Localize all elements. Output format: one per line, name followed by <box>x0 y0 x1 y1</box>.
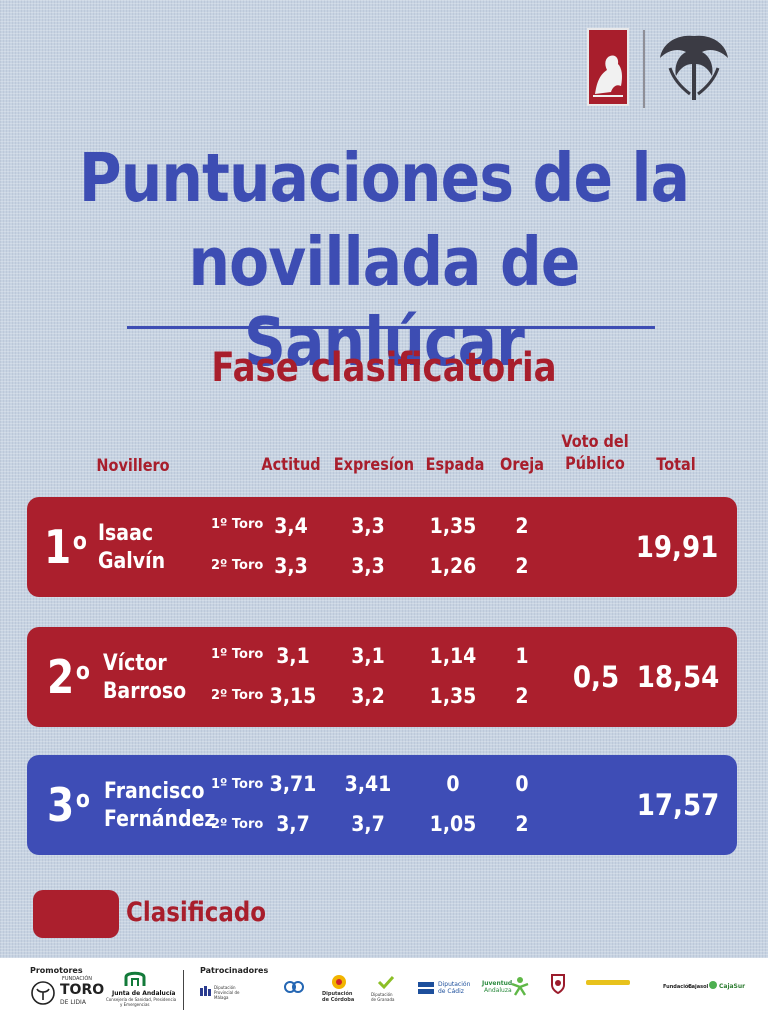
oreja-value: 2 <box>515 812 529 836</box>
voto-value: 0,5 <box>572 660 620 694</box>
position: 3o <box>47 778 90 832</box>
actitud-value: 3,1 <box>276 644 310 668</box>
last-name: Galvín <box>98 549 166 574</box>
toro-2-label: 2º Toro <box>211 688 264 703</box>
header-total: Total <box>656 455 696 475</box>
header-espada: Espada <box>425 455 485 475</box>
expresion-value: 3,2 <box>351 684 385 708</box>
actitud-value: 3,15 <box>269 684 317 708</box>
first-name: Francisco <box>104 779 205 804</box>
winged-bull-logo <box>656 28 732 108</box>
oreja-value: 2 <box>515 514 529 538</box>
position: 1o <box>44 520 87 574</box>
legend-label: Clasificado <box>126 897 267 928</box>
expresion-value: 3,1 <box>351 644 385 668</box>
legend-swatch <box>33 890 119 938</box>
last-name: Barroso <box>103 679 187 704</box>
espada-value: 1,14 <box>429 644 477 668</box>
promotores-label: Promotores <box>30 966 83 975</box>
espada-value: 1,26 <box>429 554 477 578</box>
cajasur-leaf-icon <box>709 981 717 989</box>
bullfighter-icon <box>593 55 623 97</box>
toro-2-label: 2º Toro <box>211 817 264 832</box>
header-oreja: Oreja <box>500 455 544 475</box>
page-subtitle: Fase clasificatoria <box>211 345 557 391</box>
position: 2o <box>47 650 90 704</box>
oreja-value: 2 <box>515 554 529 578</box>
toro-1-label: 1º Toro <box>211 647 264 662</box>
cadiz-mark-icon <box>418 982 434 994</box>
header-actitud: Actitud <box>261 455 321 475</box>
bullring-logo <box>587 28 629 106</box>
header-expresion: Expresíon <box>333 455 414 475</box>
first-name: Víctor <box>103 651 167 676</box>
oreja-value: 2 <box>515 684 529 708</box>
sponsor-footer: Promotores Patrocinadores FUNDACIÓN TORO… <box>0 958 768 1024</box>
bull-circle-icon <box>31 981 55 1005</box>
crest-icon <box>551 974 565 995</box>
actitud-value: 3,4 <box>274 514 308 538</box>
cordoba-mark-icon <box>332 975 346 989</box>
first-name: Isaac <box>98 521 154 546</box>
table-row: 3o Francisco Fernández 1º Toro 2º Toro 3… <box>27 755 737 855</box>
page-title-line-1: Puntuaciones de la <box>78 139 690 217</box>
actitud-value: 3,71 <box>269 772 317 796</box>
espada-value: 1,35 <box>429 684 477 708</box>
fundacion-wordmark-icon <box>586 980 630 985</box>
header-voto-line1: Voto del <box>561 432 629 452</box>
logo-separator <box>643 30 645 108</box>
expresion-value: 3,3 <box>351 514 385 538</box>
toro-1-label: 1º Toro <box>211 777 264 792</box>
toro-1-label: 1º Toro <box>211 517 264 532</box>
header-voto-line2: Público <box>565 454 625 474</box>
title-divider <box>127 326 655 329</box>
table-row: 1o Isaac Galvín 1º Toro 2º Toro 3,4 3,3 … <box>27 497 737 597</box>
last-name: Fernández <box>104 807 216 832</box>
expresion-value: 3,7 <box>351 812 385 836</box>
oreja-value: 1 <box>515 644 529 668</box>
total-value: 18,54 <box>636 660 720 694</box>
toro-2-label: 2º Toro <box>211 558 264 573</box>
winged-bull-icon <box>660 35 728 101</box>
actitud-value: 3,3 <box>274 554 308 578</box>
granada-mark-icon <box>377 975 395 990</box>
expresion-value: 3,41 <box>344 772 392 796</box>
malaga-mark-icon <box>200 986 211 996</box>
total-value: 17,57 <box>636 788 720 822</box>
expresion-value: 3,3 <box>351 554 385 578</box>
junta-arch-icon <box>124 971 146 986</box>
patrocinadores-label: Patrocinadores <box>200 966 269 975</box>
oreja-value: 0 <box>515 772 529 796</box>
page-title-line-2: novillada de Sanlúcar <box>188 223 580 381</box>
espada-value: 1,05 <box>429 812 477 836</box>
seal-icon <box>284 981 304 993</box>
espada-value: 1,35 <box>429 514 477 538</box>
footer-divider <box>183 970 184 1010</box>
header-novillero: Novillero <box>96 456 170 476</box>
table-row: 2o Víctor Barroso 1º Toro 2º Toro 3,1 3,… <box>27 627 737 727</box>
juventud-figure-icon <box>511 977 529 996</box>
espada-value: 0 <box>446 772 460 796</box>
total-value: 19,91 <box>635 530 719 564</box>
actitud-value: 3,7 <box>276 812 310 836</box>
